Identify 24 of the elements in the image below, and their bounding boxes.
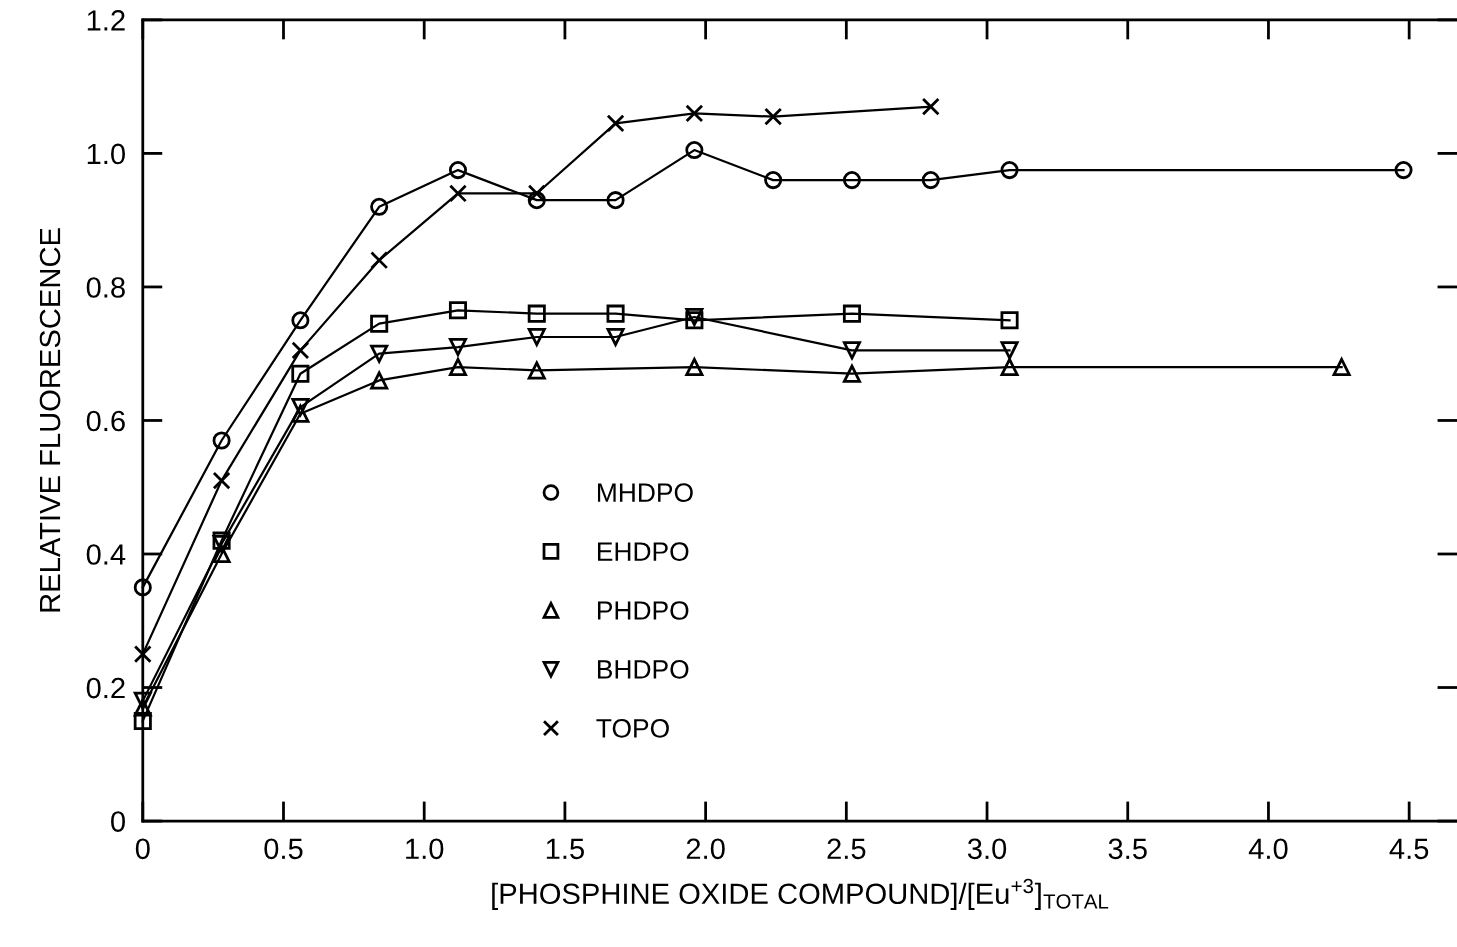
y-tick-label: 1.2 — [87, 10, 125, 31]
x-tick-label: 1.5 — [546, 838, 584, 860]
y-tick-label: 1.0 — [87, 143, 125, 165]
y-tick-label: 0.8 — [86, 277, 125, 298]
y-axis-title: RELATIVE FLUORESCENCE — [39, 228, 61, 612]
x-tick-label: 4.0 — [1248, 838, 1288, 860]
x-tick-label: 0.5 — [264, 838, 303, 860]
legend-label: MHDPO — [597, 483, 693, 503]
x-tick-label: 3.0 — [967, 838, 1007, 860]
legend-label: BHDPO — [597, 660, 689, 679]
legend-label: TOPO — [596, 718, 669, 738]
x-axis-title: [PHOSPHINE OXIDE COMPOUND]/[Eu$^{+3}$]$_{TOTAL}$ — [492, 878, 1109, 910]
x-tick-label: 2.5 — [827, 838, 866, 860]
y-tick-label: 0.6 — [86, 410, 125, 432]
x-tick-label: 1.0 — [406, 838, 444, 860]
y-tick-label: 0.4 — [86, 544, 126, 565]
y-tick-label: 0.2 — [86, 677, 125, 699]
y-tick-label: 0 — [111, 811, 125, 832]
x-tick-label: 3.5 — [1108, 838, 1147, 860]
legend-label: PHDPO — [597, 601, 689, 620]
legend-label: EHDPO — [597, 542, 689, 561]
x-tick-label: 4.5 — [1389, 838, 1429, 860]
x-tick-label: 0 — [135, 838, 150, 860]
x-tick-label: 2.0 — [686, 838, 725, 860]
